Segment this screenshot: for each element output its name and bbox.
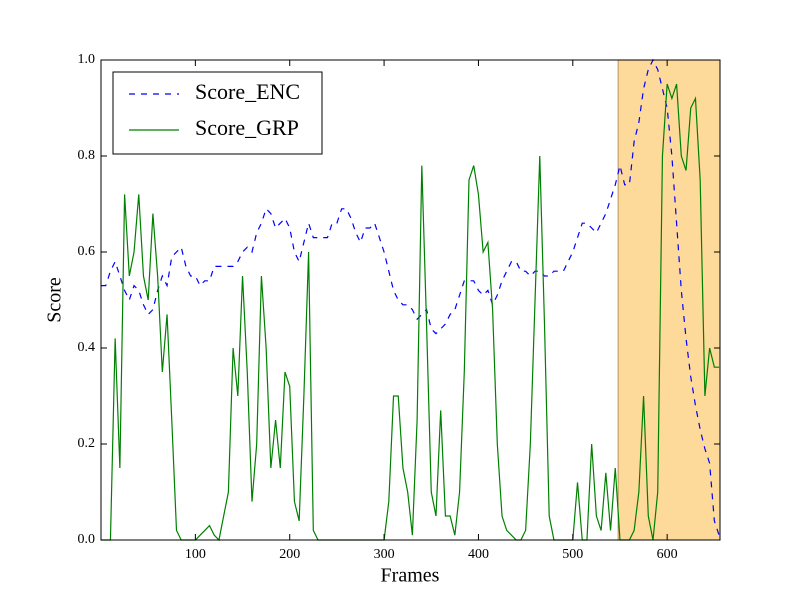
- legend-label: Score_GRP: [195, 115, 299, 140]
- highlight-span: [617, 59, 721, 541]
- series-line: [101, 58, 720, 536]
- y-tick-label: 0.0: [78, 532, 96, 547]
- legend-box: [112, 71, 323, 155]
- plot-frame: [100, 59, 721, 541]
- x-tick-label: 300: [374, 547, 395, 562]
- x-tick-label: 400: [468, 547, 489, 562]
- x-tick-label: 100: [185, 547, 206, 562]
- y-tick-label: 0.8: [78, 148, 96, 163]
- y-tick-label: 0.2: [78, 436, 96, 451]
- y-tick-label: 1.0: [78, 52, 96, 67]
- legend-label: Score_ENC: [195, 79, 300, 104]
- x-tick-label: 200: [279, 547, 300, 562]
- series-line: [101, 83, 720, 542]
- x-axis-label: Frames: [381, 565, 440, 587]
- y-axis-label: Score: [44, 277, 66, 323]
- x-tick-label: 600: [657, 547, 678, 562]
- x-tick-label: 500: [562, 547, 583, 562]
- y-tick-label: 0.4: [78, 340, 96, 355]
- y-tick-label: 0.6: [78, 244, 96, 259]
